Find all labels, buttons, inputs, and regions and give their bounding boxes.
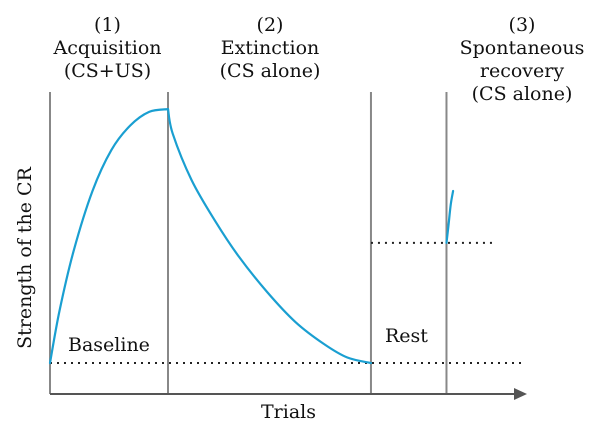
phase-1-label: (1) Acquisition (CS+US): [20, 14, 195, 83]
phase-3-name-2: recovery: [479, 60, 565, 82]
curve-acquisition: [48, 108, 170, 365]
x-axis-arrowhead: [514, 388, 527, 400]
phase-3-condition: (CS alone): [471, 83, 573, 105]
phase-1-name: Acquisition: [53, 37, 162, 59]
phase-2-name: Extinction: [220, 37, 320, 59]
x-axis-title: Trials: [261, 401, 316, 423]
phase-1-condition: (CS+US): [63, 60, 152, 82]
curve-spontaneous-recovery: [445, 189, 455, 244]
baseline-label: Baseline: [68, 334, 150, 356]
phase-2-number: (2): [256, 14, 284, 36]
phase-1-number: (1): [94, 14, 121, 36]
phase-3-name: Spontaneous: [459, 37, 585, 59]
phase-2-condition: (CS alone): [219, 60, 321, 82]
y-axis-title: Strength of the CR: [14, 167, 36, 349]
rest-label: Rest: [385, 325, 428, 347]
curve-extinction: [166, 108, 373, 365]
phase-2-label: (2) Extinction (CS alone): [185, 14, 355, 83]
phase-3-number: (3): [508, 14, 536, 36]
phase-3-label: (3) Spontaneous recovery (CS alone): [440, 14, 604, 106]
